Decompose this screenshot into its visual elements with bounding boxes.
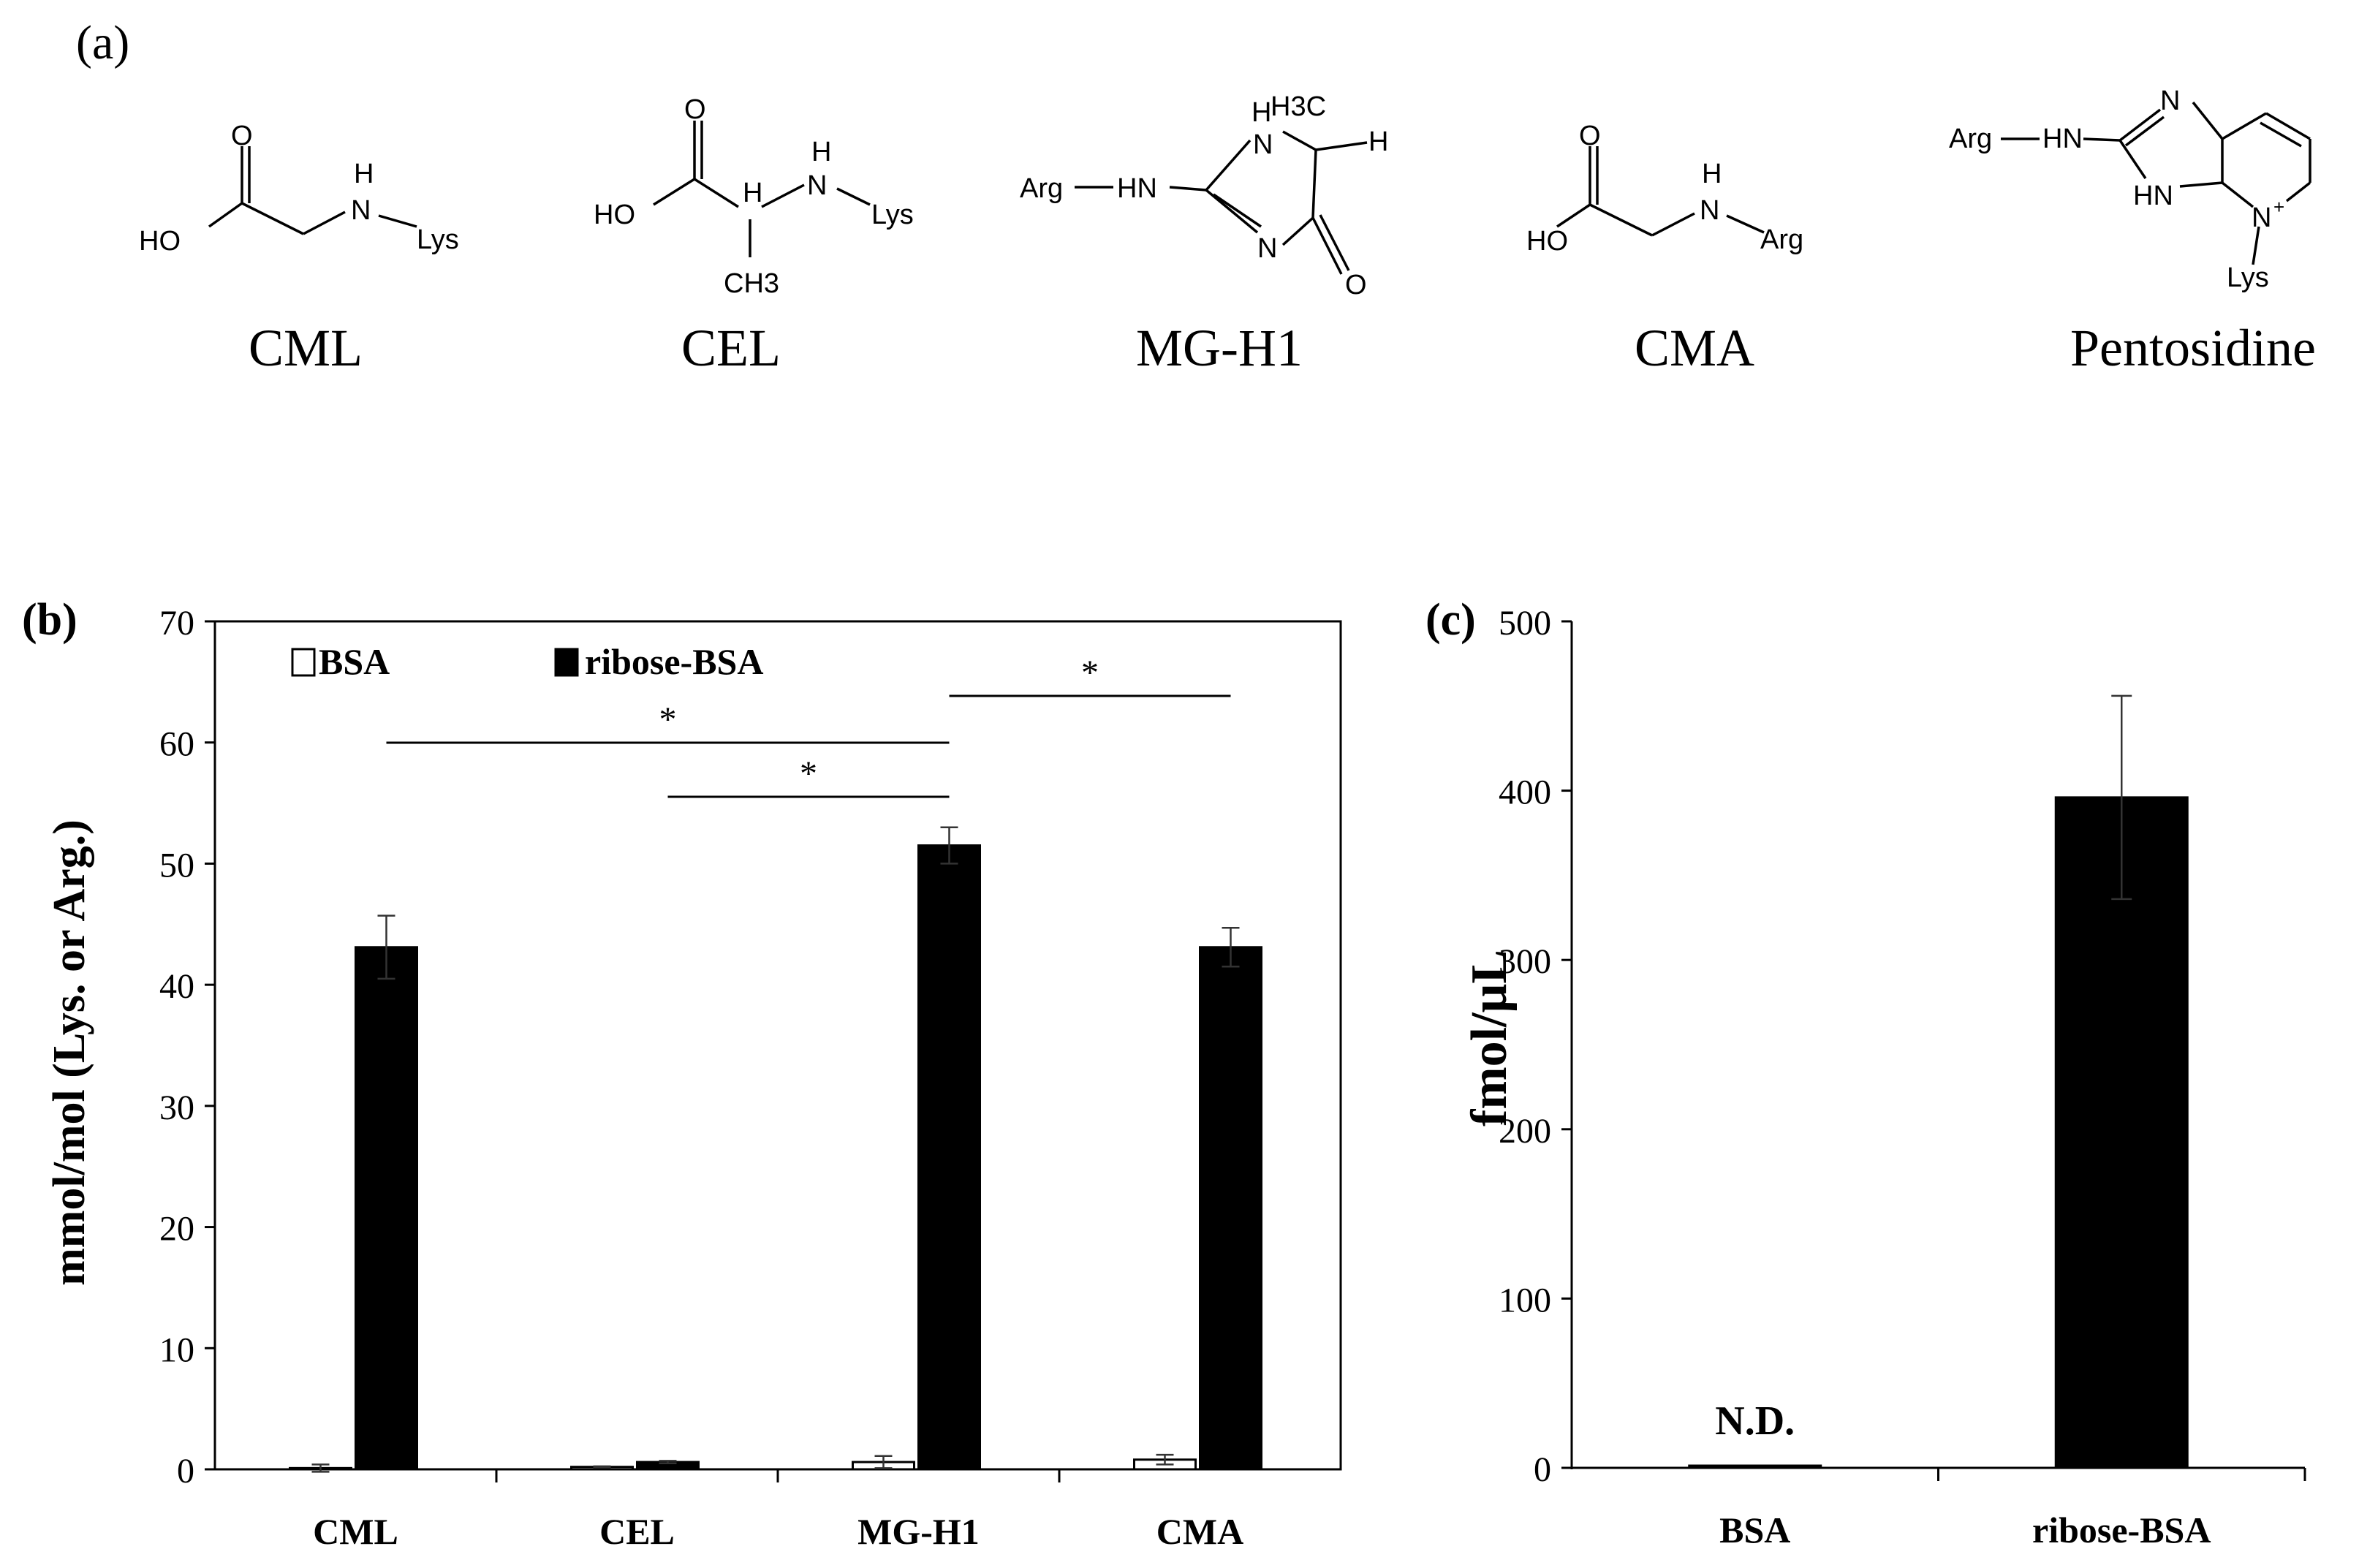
atom-label: N bbox=[807, 170, 827, 201]
legend-b: BSA ribose-BSA bbox=[291, 641, 763, 682]
atom-label: H bbox=[811, 137, 831, 167]
y-tick-label-c: 500 bbox=[1499, 604, 1551, 643]
atom-label: N bbox=[2160, 86, 2180, 116]
atom-label: Arg bbox=[1760, 224, 1803, 255]
y-tick-label-b: 30 bbox=[159, 1088, 194, 1127]
y-axis-ticks-c: 0 100 200 300 400 500 bbox=[1499, 604, 1572, 1489]
x-tick-label-c: ribose-BSA bbox=[2032, 1510, 2211, 1550]
y-tick-label-c: 300 bbox=[1499, 942, 1551, 981]
atom-label: + bbox=[2273, 196, 2284, 218]
bar-c bbox=[2054, 796, 2189, 1469]
bars-c: N.D. bbox=[1688, 694, 2189, 1469]
x-tick-label-c: BSA bbox=[1719, 1510, 1790, 1550]
atom-label: O bbox=[231, 121, 253, 151]
chart-b: 0 10 20 30 40 50 60 70 CML CEL MG-H1 CMA * * * BSA r… bbox=[159, 604, 1342, 1552]
y-tick-label-c: 0 bbox=[1534, 1450, 1551, 1489]
atom-label: H bbox=[1252, 97, 1271, 128]
atom-label: Lys bbox=[2227, 262, 2269, 293]
atom-label: Lys bbox=[417, 224, 459, 255]
atom-label: H bbox=[743, 178, 762, 208]
atom-label: O bbox=[684, 94, 706, 125]
atom-label: H bbox=[354, 159, 374, 189]
atom-label: Arg bbox=[1020, 173, 1063, 204]
panel-label-b: (b) bbox=[22, 595, 77, 645]
x-axis-b: CML CEL MG-H1 CMA bbox=[313, 1469, 1243, 1552]
atom-label: H bbox=[1702, 159, 1722, 189]
panel-label-a: (a) bbox=[76, 16, 129, 69]
significance-brackets: * * * bbox=[386, 654, 1231, 798]
significance-star: * bbox=[1081, 654, 1099, 692]
x-tick-label-b: CML bbox=[313, 1511, 398, 1552]
atom-label: HN bbox=[2133, 181, 2173, 211]
atom-label: HO bbox=[1526, 226, 1568, 257]
y-tick-label-b: 0 bbox=[177, 1452, 194, 1491]
atom-label: N bbox=[2252, 202, 2271, 233]
significance-star: * bbox=[800, 754, 817, 793]
atom-label: H bbox=[1368, 126, 1388, 157]
x-tick-label-b: CMA bbox=[1156, 1511, 1243, 1552]
significance-star: * bbox=[659, 700, 677, 739]
bar-ribose-bsa bbox=[1199, 946, 1262, 1471]
bar-ribose-bsa bbox=[917, 844, 981, 1471]
legend-swatch-ribose-bsa bbox=[554, 648, 579, 677]
panel-label-c: (c) bbox=[1425, 595, 1476, 645]
legend-label-bsa: BSA bbox=[319, 641, 390, 682]
structure-name-cma: CMA bbox=[1635, 319, 1754, 377]
y-tick-label-c: 100 bbox=[1499, 1281, 1551, 1319]
bars-b bbox=[289, 826, 1262, 1473]
y-tick-label-b: 50 bbox=[159, 846, 194, 885]
structure-name-pentosidine: Pentosidine bbox=[2070, 319, 2316, 377]
atom-label: Arg bbox=[1949, 124, 1992, 154]
structure-name-cel: CEL bbox=[681, 319, 781, 377]
atom-label: Lys bbox=[871, 200, 914, 230]
atom-label: N bbox=[1253, 129, 1273, 160]
y-tick-label-b: 60 bbox=[159, 725, 194, 764]
y-tick-label-b: 40 bbox=[159, 967, 194, 1006]
y-axis-ticks-b: 0 10 20 30 40 50 60 70 bbox=[159, 604, 215, 1491]
atom-label: O bbox=[1345, 270, 1367, 300]
structure-name-cml: CML bbox=[249, 319, 363, 377]
y-tick-label-b: 70 bbox=[159, 604, 194, 643]
y-tick-label-b: 10 bbox=[159, 1330, 194, 1369]
atom-label: HN bbox=[2042, 124, 2083, 154]
chart-c: 0 100 200 300 400 500 BSA ribose-BSA N.D. bbox=[1499, 604, 2306, 1550]
y-axis-label-b: mmol/mol (Lys. or Arg.) bbox=[45, 819, 94, 1286]
bar-c bbox=[1688, 1464, 1822, 1469]
atom-label: N bbox=[1700, 195, 1719, 226]
atom-label: N bbox=[351, 195, 371, 226]
annotation-nd: N.D. bbox=[1715, 1398, 1795, 1444]
x-tick-label-b: MG-H1 bbox=[857, 1511, 980, 1552]
legend-swatch-bsa bbox=[291, 648, 316, 677]
atom-label: HN bbox=[1117, 173, 1157, 204]
structure-bonds bbox=[208, 101, 2311, 275]
legend-label-ribose-bsa: ribose-BSA bbox=[585, 641, 763, 682]
atom-label: CH3 bbox=[724, 268, 779, 299]
x-tick-label-b: CEL bbox=[599, 1511, 675, 1552]
structure-names: CML CEL MG-H1 CMA Pentosidine bbox=[249, 319, 2316, 377]
structure-name-mgh1: MG-H1 bbox=[1136, 319, 1303, 377]
y-axis-label-c: fmol/μL bbox=[1461, 950, 1518, 1126]
atom-label: HO bbox=[139, 226, 181, 257]
y-tick-label-c: 200 bbox=[1499, 1112, 1551, 1151]
y-tick-label-b: 20 bbox=[159, 1210, 194, 1249]
bar-ribose-bsa bbox=[355, 946, 418, 1471]
atom-label: O bbox=[1579, 121, 1601, 151]
atom-label: N bbox=[1257, 233, 1277, 264]
atom-label: H3C bbox=[1271, 91, 1326, 122]
atom-label: HO bbox=[594, 200, 635, 230]
structure-atoms: O HO H N Lys O HO H H N Lys CH3 Arg HN N… bbox=[139, 86, 2284, 300]
x-axis-c: BSA ribose-BSA bbox=[1719, 1468, 2306, 1550]
y-tick-label-c: 400 bbox=[1499, 773, 1551, 812]
